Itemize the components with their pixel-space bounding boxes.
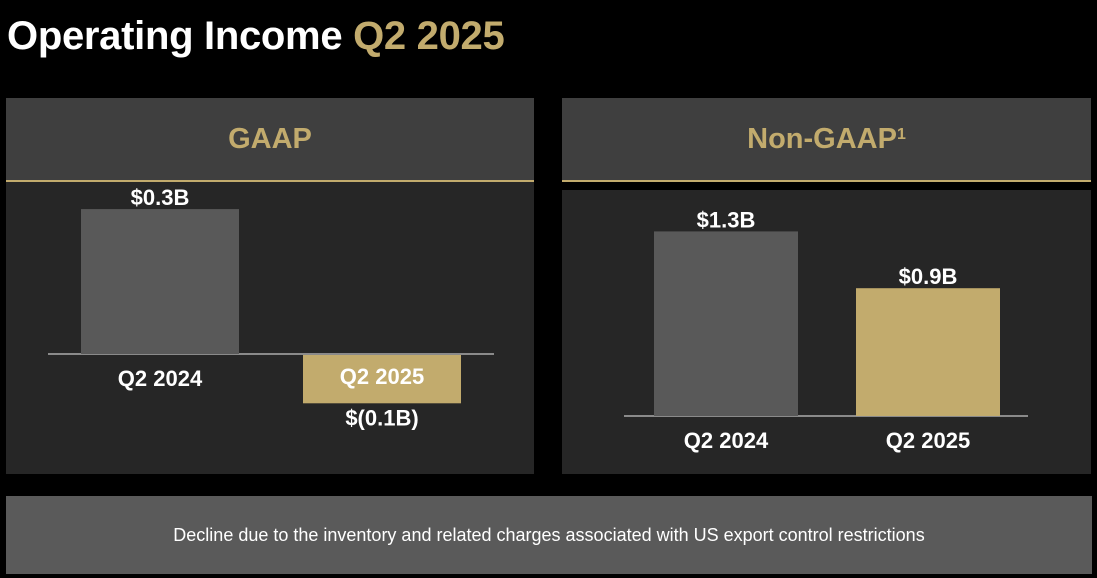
nongaap-bar-1 <box>654 231 798 416</box>
nongaap-value-label-2: $0.9B <box>899 264 958 289</box>
nongaap-chart: $1.3B Q2 2024 $0.9B Q2 2025 <box>624 207 1028 453</box>
gaap-value-label-2: $(0.1B) <box>345 405 418 430</box>
page-title: Operating Income Q2 2025 <box>7 14 505 59</box>
title-main: Operating Income <box>7 14 343 58</box>
gaap-category-label-2: Q2 2025 <box>340 364 424 389</box>
gaap-chart-panel: $0.3B Q2 2024 $(0.1B) Q2 2025 <box>6 182 534 474</box>
nongaap-value-label-1: $1.3B <box>697 207 756 232</box>
gaap-chart: $0.3B Q2 2024 $(0.1B) Q2 2025 <box>48 185 494 430</box>
nongaap-header-rule <box>562 180 1091 182</box>
nongaap-header: Non-GAAP 1 <box>562 98 1091 180</box>
title-accent: Q2 2025 <box>353 14 505 58</box>
gaap-bar-2 <box>303 355 461 404</box>
gaap-header-rule <box>6 180 534 182</box>
gaap-header-label: GAAP <box>228 122 312 155</box>
gaap-category-label-1: Q2 2024 <box>118 366 203 391</box>
footer-note: Decline due to the inventory and related… <box>6 496 1092 574</box>
nongaap-header-label: Non-GAAP <box>747 122 897 155</box>
nongaap-category-label-2: Q2 2025 <box>886 428 970 453</box>
nongaap-bar-2 <box>856 288 1000 416</box>
gaap-header: GAAP <box>6 98 534 180</box>
gaap-bar-1 <box>81 209 239 354</box>
nongaap-footnote-marker: 1 <box>896 126 906 143</box>
nongaap-category-label-1: Q2 2024 <box>684 428 769 453</box>
footer-text: Decline due to the inventory and related… <box>173 524 925 545</box>
nongaap-chart-panel: $1.3B Q2 2024 $0.9B Q2 2025 <box>562 190 1091 474</box>
gaap-value-label-1: $0.3B <box>131 185 190 210</box>
